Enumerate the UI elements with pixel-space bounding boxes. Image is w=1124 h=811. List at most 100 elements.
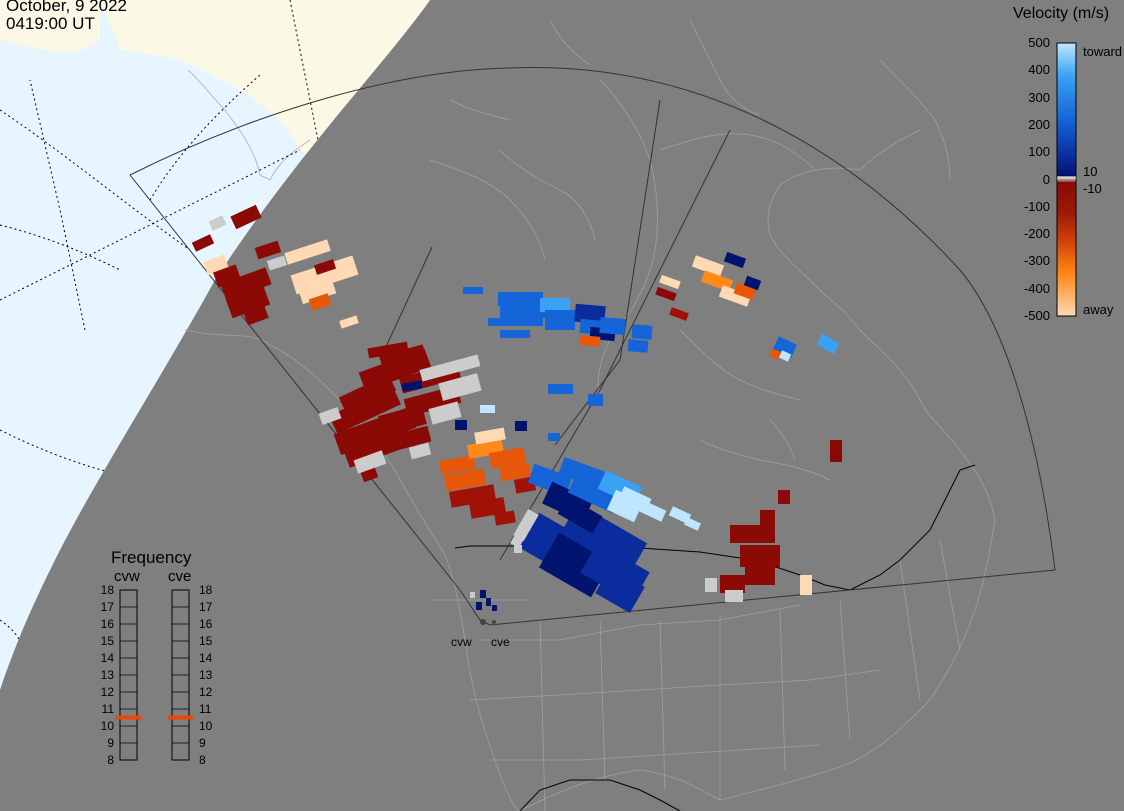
backscatter-cell [401, 380, 423, 392]
backscatter-cell [500, 306, 545, 318]
site-marker-cve [492, 620, 496, 624]
threshold-pos-label: 10 [1083, 164, 1098, 179]
backscatter-cell [638, 500, 667, 522]
backscatter-cell [470, 592, 475, 598]
backscatter-cell [668, 506, 692, 524]
backscatter-cell [419, 354, 481, 382]
frequency-tick-label: 12 [199, 685, 213, 699]
frequency-radar-label: cve [168, 568, 192, 585]
backscatter-cell [329, 386, 401, 434]
backscatter-cell [499, 462, 531, 482]
backscatter-cell [595, 567, 645, 613]
frequency-marker [168, 715, 193, 720]
backscatter-cell [318, 406, 342, 426]
backscatter-cell [492, 605, 497, 611]
backscatter-cell [772, 336, 798, 358]
backscatter-cell [486, 598, 491, 606]
backscatter-cell [476, 602, 482, 610]
frequency-tick-label: 10 [100, 719, 114, 733]
backscatter-cell [379, 344, 426, 368]
backscatter-cell [557, 496, 603, 534]
frequency-tick-label: 14 [199, 651, 213, 665]
frequency-radar-label: cvw [114, 568, 140, 585]
velocity-tick-label: 500 [1028, 35, 1050, 50]
frequency-tick-label: 11 [101, 702, 114, 716]
backscatter-cell [514, 545, 522, 553]
frequency-tick-label: 15 [199, 634, 213, 648]
backscatter-cell [284, 239, 331, 265]
away-label: away [1083, 302, 1114, 317]
backscatter-cell [439, 455, 476, 475]
backscatter-cell [474, 427, 506, 445]
frequency-tick-label: 13 [199, 668, 213, 682]
backscatter-cell [760, 510, 775, 532]
backscatter-cell [691, 255, 725, 277]
frequency-tick-label: 15 [100, 634, 114, 648]
backscatter-cell [540, 298, 570, 312]
backscatter-cell [606, 489, 644, 523]
coastlines [184, 19, 996, 811]
backscatter-cell [480, 590, 486, 598]
frequency-title: Frequency [111, 548, 192, 567]
backscatter-cell [494, 510, 516, 526]
time-label: 0419:00 UT [6, 14, 95, 33]
velocity-cells [191, 204, 842, 613]
backscatter-cell [733, 281, 757, 301]
backscatter-cell [599, 316, 626, 336]
backscatter-cell [408, 442, 432, 460]
backscatter-cell [684, 517, 701, 531]
backscatter-cell [743, 275, 762, 291]
backscatter-cell [627, 339, 649, 353]
backscatter-cell [545, 310, 575, 330]
backscatter-cell [539, 532, 611, 598]
backscatter-cell [254, 240, 282, 260]
backscatter-cell [548, 384, 573, 394]
backscatter-cell [745, 565, 775, 585]
backscatter-cell [567, 472, 623, 514]
backscatter-cell [705, 578, 717, 592]
fov-outline [129, 67, 1056, 626]
velocity-tick-label: -200 [1023, 226, 1050, 242]
backscatter-cell [480, 405, 495, 413]
backscatter-cell [378, 404, 427, 436]
backscatter-cell [225, 285, 271, 319]
frequency-tick-label: 13 [100, 668, 114, 682]
site-label: cve [491, 635, 510, 649]
backscatter-cell [498, 292, 543, 306]
backscatter-cell [515, 421, 527, 431]
backscatter-cell [343, 430, 407, 468]
backscatter-cell [778, 350, 792, 362]
velocity-tick-label: -300 [1023, 253, 1050, 269]
frequency-tick-label: 10 [199, 719, 213, 733]
backscatter-cell [308, 293, 332, 311]
backscatter-cell [220, 267, 272, 301]
velocity-tick-label: 0 [1042, 171, 1050, 187]
frequency-tick-label: 11 [199, 702, 212, 716]
frequency-tick-label: 18 [100, 583, 114, 597]
frequency-tick-label: 16 [199, 617, 213, 631]
velocity-tick-label: -500 [1023, 308, 1050, 323]
ground-scatter-swatch [1056, 175, 1077, 181]
backscatter-cell [488, 318, 543, 326]
backscatter-cell [367, 341, 409, 359]
backscatter-cell [298, 279, 337, 305]
frequency-tick-label: 8 [199, 753, 206, 767]
date-label: October, 9 2022 [6, 0, 127, 15]
frequency-tick-label: 12 [100, 685, 114, 699]
backscatter-cell [438, 373, 482, 401]
backscatter-cell [548, 433, 560, 441]
frequency-tick-label: 8 [107, 753, 114, 767]
backscatter-cell [659, 274, 681, 290]
backscatter-cell [720, 575, 745, 593]
frequency-tick-label: 16 [100, 617, 114, 631]
site-label: cvw [451, 635, 472, 649]
backscatter-cell [208, 215, 227, 231]
backscatter-cell [631, 324, 653, 340]
frequency-tick-label: 17 [199, 600, 213, 614]
backscatter-cell [510, 523, 530, 549]
backscatter-cell [203, 254, 229, 276]
backscatter-cell [290, 255, 359, 295]
backscatter-cell [778, 490, 790, 504]
backscatter-cell [579, 335, 601, 347]
velocity-tick-label: 400 [1028, 62, 1050, 78]
